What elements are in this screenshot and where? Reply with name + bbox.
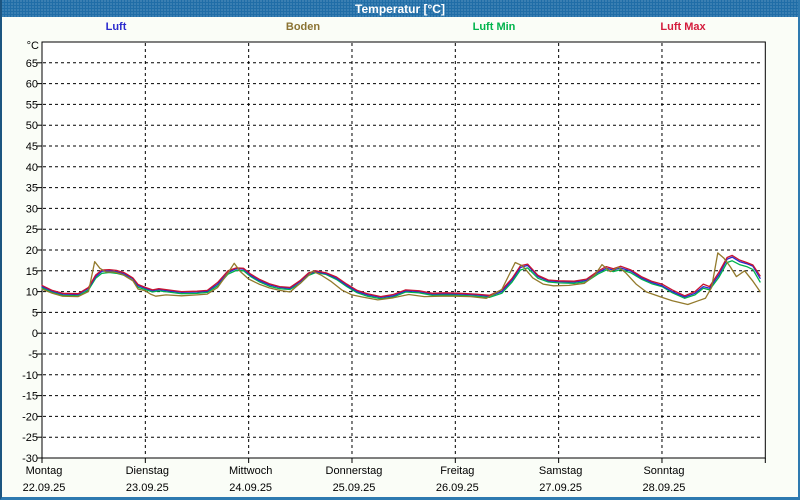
x-day-label: Montag [26,465,63,477]
x-date-label: 22.09.25 [23,482,66,494]
y-tick-label: 35 [26,183,38,195]
x-date-label: 23.09.25 [126,482,169,494]
legend-item-boden: Boden [285,21,321,33]
x-date-label: 25.09.25 [333,482,376,494]
y-axis-unit-label: °C [27,40,39,52]
y-tick-label: -15 [22,391,38,403]
y-tick-label: 10 [26,287,38,299]
x-date-label: 24.09.25 [229,482,272,494]
title-bar: Temperatur [°C] [2,0,798,17]
y-tick-label: 15 [26,266,38,278]
x-day-label: Donnerstag [326,465,383,477]
y-tick-label: 5 [32,307,38,319]
series-line-luft-min [41,260,761,300]
y-tick-label: -10 [22,370,38,382]
x-day-label: Sonntag [643,465,684,477]
y-tick-label: 45 [26,141,38,153]
series-line-luft [41,256,761,299]
y-tick-label: 0 [32,328,38,340]
series-line-luft-max [41,254,761,298]
x-day-label: Mittwoch [229,465,272,477]
legend: Luft Boden Luft Min Luft Max [2,21,798,36]
x-date-label: 26.09.25 [436,482,479,494]
y-tick-label: 60 [26,79,38,91]
y-tick-label: 50 [26,120,38,132]
legend-item-luft: Luft [105,21,127,33]
y-tick-label: -25 [22,432,38,444]
y-tick-label: 55 [26,99,38,111]
x-day-label: Freitag [440,465,474,477]
legend-item-luft-min: Luft Min [472,21,516,33]
x-day-label: Dienstag [126,465,169,477]
y-tick-label: 25 [26,224,38,236]
window-title: Temperatur [°C] [355,1,445,16]
y-tick-label: 30 [26,203,38,215]
y-tick-label: 40 [26,162,38,174]
y-tick-label: 65 [26,58,38,70]
legend-item-luft-max: Luft Max [660,21,706,33]
x-date-label: 28.09.25 [643,482,686,494]
x-day-label: Samstag [539,465,582,477]
x-date-label: 27.09.25 [539,482,582,494]
y-tick-label: -30 [22,453,38,465]
y-tick-label: -5 [28,349,38,361]
series-line-boden [41,252,761,306]
y-tick-label: -20 [22,411,38,423]
y-tick-label: 20 [26,245,38,257]
